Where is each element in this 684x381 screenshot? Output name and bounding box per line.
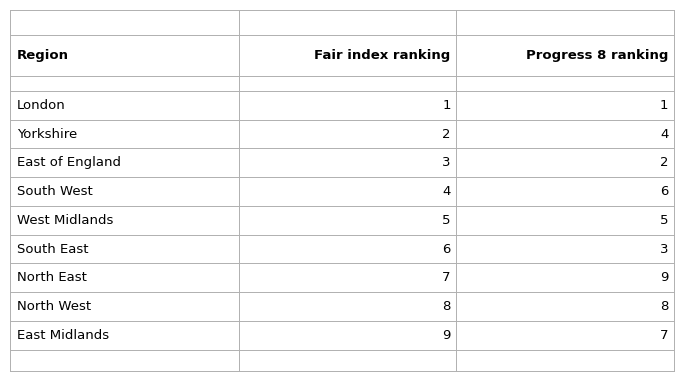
- Text: London: London: [17, 99, 66, 112]
- Text: North West: North West: [17, 300, 91, 313]
- Text: South West: South West: [17, 185, 93, 198]
- Text: Fair index ranking: Fair index ranking: [315, 49, 451, 62]
- Text: 6: 6: [443, 243, 451, 256]
- Text: West Midlands: West Midlands: [17, 214, 114, 227]
- Text: East of England: East of England: [17, 156, 121, 169]
- Text: Region: Region: [17, 49, 69, 62]
- Text: 7: 7: [442, 271, 451, 284]
- Text: North East: North East: [17, 271, 87, 284]
- Text: South East: South East: [17, 243, 89, 256]
- Text: 1: 1: [442, 99, 451, 112]
- Text: 6: 6: [660, 185, 668, 198]
- Text: Yorkshire: Yorkshire: [17, 128, 77, 141]
- Text: 3: 3: [442, 156, 451, 169]
- Text: 1: 1: [660, 99, 668, 112]
- Text: 5: 5: [442, 214, 451, 227]
- Text: 4: 4: [443, 185, 451, 198]
- Text: 9: 9: [660, 271, 668, 284]
- Text: 9: 9: [443, 329, 451, 342]
- Text: Progress 8 ranking: Progress 8 ranking: [526, 49, 668, 62]
- Text: East Midlands: East Midlands: [17, 329, 109, 342]
- Text: 8: 8: [443, 300, 451, 313]
- Text: 8: 8: [660, 300, 668, 313]
- Text: 2: 2: [660, 156, 668, 169]
- Text: 7: 7: [660, 329, 668, 342]
- Text: 3: 3: [660, 243, 668, 256]
- Text: 2: 2: [442, 128, 451, 141]
- Text: 5: 5: [660, 214, 668, 227]
- Text: 4: 4: [660, 128, 668, 141]
